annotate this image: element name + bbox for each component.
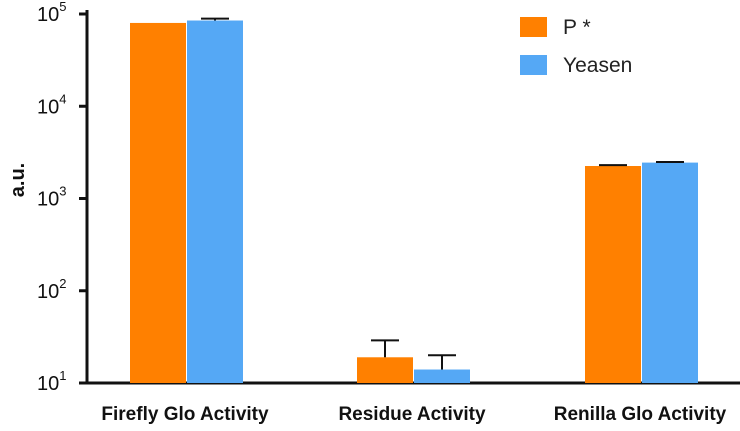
bar-p-3: [585, 166, 641, 383]
y-tick-label: 103: [37, 184, 66, 211]
y-tick-label-base: 10: [37, 189, 59, 211]
y-tick-label-base: 10: [37, 96, 59, 118]
bar-yeasen-2: [414, 369, 470, 383]
category-label: Renilla Glo Activity: [554, 404, 727, 425]
category-label: Firefly Glo Activity: [101, 404, 269, 425]
bar-yeasen-1: [187, 20, 243, 383]
y-tick-label-exponent: 3: [59, 184, 66, 199]
y-tick-label: 104: [37, 91, 66, 118]
bar-yeasen-3: [642, 162, 698, 383]
y-tick-label: 105: [37, 0, 66, 26]
y-tick-label-exponent: 5: [59, 0, 66, 14]
y-tick-label-exponent: 1: [59, 368, 66, 383]
y-tick-label-exponent: 2: [59, 276, 66, 291]
y-tick-label-base: 10: [37, 4, 59, 26]
bar-p-2: [357, 357, 413, 383]
legend-swatch: [520, 55, 547, 75]
y-tick-label: 101: [37, 368, 66, 395]
bars: [130, 20, 698, 384]
y-axis-label: a.u.: [7, 163, 29, 197]
y-tick-label: 102: [37, 276, 66, 303]
category-labels: Firefly Glo Activity Residue Activity Reni…: [101, 404, 726, 425]
y-tick-label-base: 10: [37, 281, 59, 303]
bar-p-1: [130, 22, 186, 384]
error-bars: [201, 17, 684, 370]
category-label: Residue Activity: [338, 404, 486, 425]
legend-label: Yeasen: [563, 54, 632, 77]
legend-label: P *: [563, 16, 591, 39]
y-tick-label-exponent: 4: [59, 91, 66, 106]
y-tick-label-base: 10: [37, 373, 59, 395]
legend: P * Yeasen: [520, 16, 632, 77]
legend-swatch: [520, 17, 547, 37]
